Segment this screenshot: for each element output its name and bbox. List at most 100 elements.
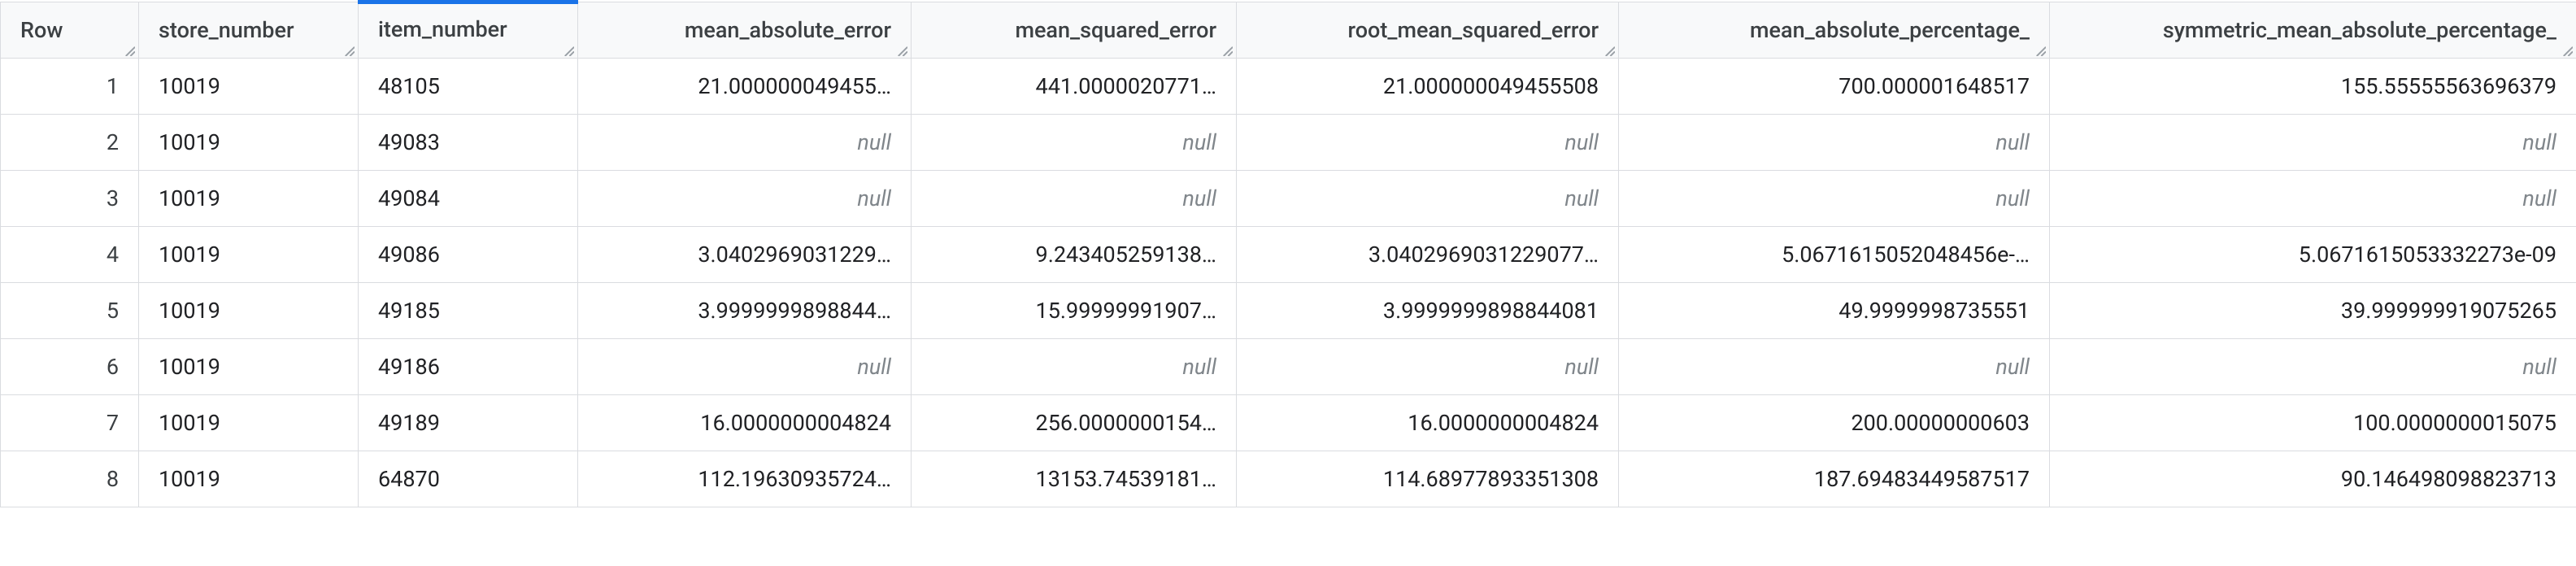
table-row[interactable]: 410019490863.0402969031229…9.24340525913… — [1, 227, 2576, 283]
cell-mae: null — [578, 171, 912, 227]
table-row[interactable]: 61001949186nullnullnullnullnull — [1, 339, 2576, 395]
cell-smape: 39.999999919075265 — [2050, 283, 2576, 339]
column-header-label: mean_squared_error — [1015, 17, 1216, 43]
cell-mse: 441.0000020771… — [912, 59, 1237, 115]
cell-mse: 15.99999991907… — [912, 283, 1237, 339]
cell-smape: 5.0671615053332273e-09 — [2050, 227, 2576, 283]
null-value: null — [1564, 354, 1599, 380]
cell-value: 48105 — [378, 73, 440, 99]
cell-row: 5 — [1, 283, 139, 339]
cell-item: 49086 — [359, 227, 578, 283]
column-resize-handle-icon[interactable] — [343, 45, 355, 56]
cell-row: 8 — [1, 451, 139, 507]
cell-value: 9.243405259138… — [1036, 242, 1216, 268]
cell-mse: 13153.74539181… — [912, 451, 1237, 507]
cell-value: 49086 — [378, 242, 440, 268]
table-row[interactable]: 1100194810521.000000049455…441.000002077… — [1, 59, 2576, 115]
null-value: null — [1564, 185, 1599, 211]
column-resize-handle-icon[interactable] — [1221, 45, 1233, 56]
null-value: null — [857, 129, 891, 155]
cell-value: 200.00000000603 — [1851, 410, 2030, 436]
table-row[interactable]: 7100194918916.0000000004824256.000000015… — [1, 395, 2576, 451]
cell-store: 10019 — [139, 171, 359, 227]
cell-rmse: null — [1237, 171, 1619, 227]
column-header-item[interactable]: item_number — [359, 2, 578, 59]
cell-mse: 256.0000000154… — [912, 395, 1237, 451]
table-row[interactable]: 21001949083nullnullnullnullnull — [1, 115, 2576, 171]
cell-rmse: 114.68977893351308 — [1237, 451, 1619, 507]
table-row[interactable]: 81001964870112.19630935724…13153.7453918… — [1, 451, 2576, 507]
column-resize-handle-icon[interactable] — [563, 45, 574, 56]
cell-store: 10019 — [139, 339, 359, 395]
column-resize-handle-icon[interactable] — [896, 45, 907, 56]
null-value: null — [2522, 129, 2556, 155]
column-resize-handle-icon[interactable] — [1603, 45, 1615, 56]
cell-value: 114.68977893351308 — [1383, 466, 1599, 492]
cell-row: 6 — [1, 339, 139, 395]
cell-item: 48105 — [359, 59, 578, 115]
cell-value: 5.0671615053332273e-09 — [2299, 242, 2556, 268]
cell-mape: 700.000001648517 — [1619, 59, 2050, 115]
cell-rmse: 21.000000049455508 — [1237, 59, 1619, 115]
cell-mae: 3.0402969031229… — [578, 227, 912, 283]
column-resize-handle-icon[interactable] — [2561, 45, 2573, 56]
cell-rmse: 3.0402969031229077… — [1237, 227, 1619, 283]
cell-row: 7 — [1, 395, 139, 451]
cell-mse: null — [912, 115, 1237, 171]
cell-mape: null — [1619, 171, 2050, 227]
cell-value: 10019 — [159, 242, 220, 268]
cell-row: 3 — [1, 171, 139, 227]
column-header-mape[interactable]: mean_absolute_percentage_ — [1619, 2, 2050, 59]
cell-store: 10019 — [139, 227, 359, 283]
column-header-mse[interactable]: mean_squared_error — [912, 2, 1237, 59]
cell-row: 1 — [1, 59, 139, 115]
cell-value: 3.9999999898844081 — [1383, 298, 1599, 324]
cell-value: 16.0000000004824 — [1408, 410, 1599, 436]
cell-item: 49185 — [359, 283, 578, 339]
table-header: Rowstore_number item_number mean_absolute_… — [1, 2, 2576, 59]
column-header-label: root_mean_squared_error — [1348, 17, 1599, 43]
column-resize-handle-icon[interactable] — [2034, 45, 2046, 56]
cell-value: 6 — [107, 354, 119, 380]
cell-mae: 112.19630935724… — [578, 451, 912, 507]
cell-mape: null — [1619, 339, 2050, 395]
cell-value: 5.0671615052048456e-… — [1782, 242, 2030, 268]
cell-smape: null — [2050, 339, 2576, 395]
cell-rmse: null — [1237, 339, 1619, 395]
cell-mae: null — [578, 115, 912, 171]
cell-rmse: null — [1237, 115, 1619, 171]
column-header-row[interactable]: Row — [1, 2, 139, 59]
cell-mse: null — [912, 171, 1237, 227]
table-body: 1100194810521.000000049455…441.000002077… — [1, 59, 2576, 507]
cell-mae: 16.0000000004824 — [578, 395, 912, 451]
cell-store: 10019 — [139, 451, 359, 507]
table-row[interactable]: 31001949084nullnullnullnullnull — [1, 171, 2576, 227]
cell-value: 10019 — [159, 73, 220, 99]
column-header-label: symmetric_mean_absolute_percentage_ — [2163, 17, 2556, 43]
cell-value: 10019 — [159, 354, 220, 380]
cell-value: 8 — [107, 466, 119, 492]
column-header-store[interactable]: store_number — [139, 2, 359, 59]
column-header-smape[interactable]: symmetric_mean_absolute_percentage_ — [2050, 2, 2576, 59]
column-header-mae[interactable]: mean_absolute_error — [578, 2, 912, 59]
cell-rmse: 16.0000000004824 — [1237, 395, 1619, 451]
column-header-rmse[interactable]: root_mean_squared_error — [1237, 2, 1619, 59]
cell-value: 49.9999998735551 — [1838, 298, 2030, 324]
cell-value: 21.000000049455508 — [1383, 73, 1599, 99]
cell-value: 700.000001648517 — [1838, 73, 2030, 99]
cell-value: 49189 — [378, 410, 440, 436]
cell-item: 49083 — [359, 115, 578, 171]
column-resize-handle-icon[interactable] — [124, 45, 135, 56]
null-value: null — [2522, 185, 2556, 211]
null-value: null — [1182, 185, 1216, 211]
cell-smape: null — [2050, 171, 2576, 227]
cell-value: 15.99999991907… — [1036, 298, 1216, 324]
null-value: null — [1182, 129, 1216, 155]
column-header-label: item_number — [378, 16, 507, 42]
cell-smape: 100.0000000015075 — [2050, 395, 2576, 451]
table-row[interactable]: 510019491853.9999999898844…15.9999999190… — [1, 283, 2576, 339]
null-value: null — [2522, 354, 2556, 380]
cell-item: 49084 — [359, 171, 578, 227]
null-value: null — [1995, 185, 2030, 211]
cell-store: 10019 — [139, 395, 359, 451]
